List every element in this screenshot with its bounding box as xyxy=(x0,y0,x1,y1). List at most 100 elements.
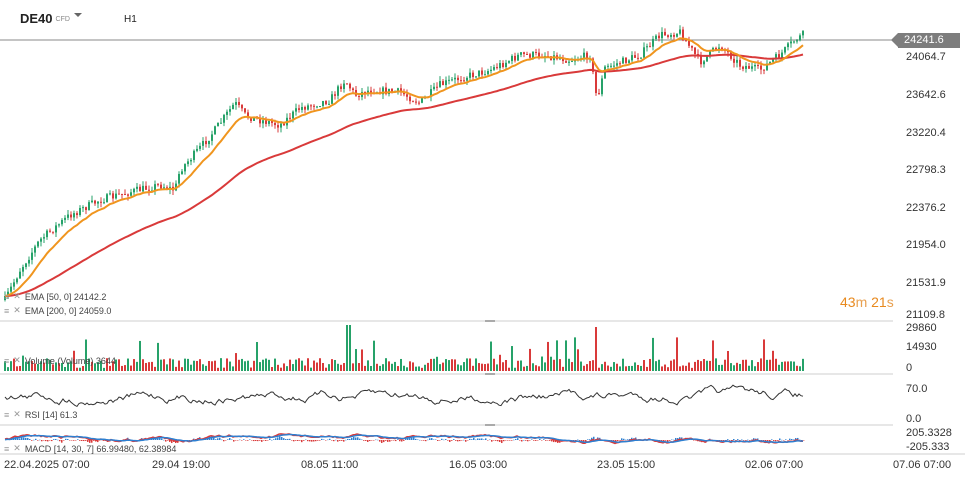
volume-bar xyxy=(307,358,309,371)
candle-body xyxy=(484,74,486,76)
symbol-selector[interactable]: DE40 CFD xyxy=(20,11,70,26)
candle-body xyxy=(439,81,441,87)
legend-macd[interactable]: ≡ ✕ MACD [14, 30, 7] 66.99480, 62.38984 xyxy=(4,443,176,454)
legend-ema-50[interactable]: ≡ ✕ EMA [50, 0] 24142.2 xyxy=(4,291,106,302)
macd-histogram-bar xyxy=(731,440,733,442)
macd-histogram-bar xyxy=(343,440,345,442)
volume-bar xyxy=(100,360,102,371)
rsi-axis-label: 0.0 xyxy=(906,413,922,425)
candle-body xyxy=(160,184,162,189)
indicator-remove-icon[interactable]: ✕ xyxy=(13,443,22,453)
indicator-remove-icon[interactable]: ✕ xyxy=(13,305,22,315)
candle-body xyxy=(643,47,645,58)
candle-body xyxy=(478,70,480,77)
candle-body xyxy=(562,58,564,62)
volume-bar xyxy=(478,363,480,371)
candle-body xyxy=(262,120,264,124)
macd-histogram-bar xyxy=(267,440,269,441)
indicator-settings-icon[interactable]: ≡ xyxy=(4,443,11,454)
indicator-settings-icon[interactable]: ≡ xyxy=(4,355,11,366)
volume-bar xyxy=(370,365,372,371)
indicator-settings-icon[interactable]: ≡ xyxy=(4,291,11,302)
volume-bar xyxy=(472,365,474,371)
volume-bar xyxy=(625,366,627,371)
indicator-remove-icon[interactable]: ✕ xyxy=(13,355,22,365)
macd-histogram-bar xyxy=(383,440,385,443)
candle-body xyxy=(679,29,681,34)
candle-body xyxy=(193,150,195,160)
candle-body xyxy=(304,107,306,110)
indicator-settings-icon[interactable]: ≡ xyxy=(4,409,11,420)
macd-histogram-bar xyxy=(19,438,21,440)
candle-body xyxy=(481,70,483,75)
legend-ema-200[interactable]: ≡ ✕ EMA [200, 0] 24059.0 xyxy=(4,305,111,316)
indicator-settings-icon[interactable]: ≡ xyxy=(4,305,11,316)
macd-histogram-bar xyxy=(399,440,401,442)
macd-histogram-bar xyxy=(679,437,681,440)
pane-resize-handle[interactable] xyxy=(485,320,495,322)
macd-histogram-bar xyxy=(285,439,287,440)
volume-bar xyxy=(124,365,126,371)
macd-histogram-bar xyxy=(21,437,23,440)
candle-body xyxy=(535,51,537,53)
macd-histogram-bar xyxy=(693,440,695,441)
macd-histogram-bar xyxy=(737,439,739,440)
candle-body xyxy=(82,207,84,209)
macd-histogram-bar xyxy=(453,439,455,440)
symbol-dropdown-icon[interactable] xyxy=(74,13,82,17)
macd-histogram-bar xyxy=(61,440,63,443)
volume-bar xyxy=(136,361,138,371)
volume-bar xyxy=(541,356,543,371)
candle-body xyxy=(436,86,438,88)
volume-bar xyxy=(349,325,351,371)
macd-histogram-bar xyxy=(377,439,379,441)
candle-body xyxy=(583,52,585,59)
volume-bar xyxy=(631,365,633,371)
candle-body xyxy=(319,106,321,108)
macd-histogram-bar xyxy=(415,438,417,440)
candle-body xyxy=(631,55,633,61)
volume-bar xyxy=(109,365,111,371)
volume-bar xyxy=(670,360,672,371)
pane-resize-handle[interactable] xyxy=(485,373,495,375)
candle-body xyxy=(202,141,204,146)
pane-resize-handle[interactable] xyxy=(485,424,495,426)
candle-body xyxy=(763,69,765,71)
macd-histogram-bar xyxy=(427,439,429,441)
volume-bar xyxy=(61,363,63,371)
volume-bar xyxy=(427,362,429,371)
volume-bar xyxy=(277,364,279,371)
volume-bar xyxy=(796,365,798,371)
candle-body xyxy=(709,50,711,56)
volume-bar xyxy=(745,359,747,371)
candle-body xyxy=(592,58,594,72)
volume-bar xyxy=(736,362,738,371)
volume-bar xyxy=(436,356,438,371)
volume-bar xyxy=(742,359,744,371)
volume-bar xyxy=(766,359,768,371)
candlestick-series xyxy=(4,25,804,302)
candle-body xyxy=(382,87,384,95)
legend-volume[interactable]: ≡ ✕ Volume (Volume) 3644 xyxy=(4,355,116,366)
price-axis-label: 21109.8 xyxy=(906,309,945,321)
candle-body xyxy=(97,201,99,204)
volume-bar xyxy=(274,358,276,371)
macd-histogram-bar xyxy=(95,440,97,442)
macd-histogram-bar xyxy=(255,440,257,442)
macd-histogram-bar xyxy=(481,438,483,440)
indicator-remove-icon[interactable]: ✕ xyxy=(13,291,22,301)
timeframe-selector[interactable]: H1 xyxy=(124,14,137,25)
volume-bar xyxy=(559,359,561,371)
macd-histogram-bar xyxy=(263,440,265,441)
price-axis-label: 21531.9 xyxy=(906,277,946,289)
candle-body xyxy=(100,201,102,203)
volume-bar xyxy=(664,364,666,371)
candle-body xyxy=(523,52,525,55)
volume-bar xyxy=(199,359,201,371)
indicator-remove-icon[interactable]: ✕ xyxy=(13,409,22,419)
volume-bar xyxy=(727,350,729,371)
legend-rsi[interactable]: ≡ ✕ RSI [14] 61.3 xyxy=(4,409,77,420)
candle-body xyxy=(307,105,309,110)
candle-body xyxy=(391,88,393,92)
